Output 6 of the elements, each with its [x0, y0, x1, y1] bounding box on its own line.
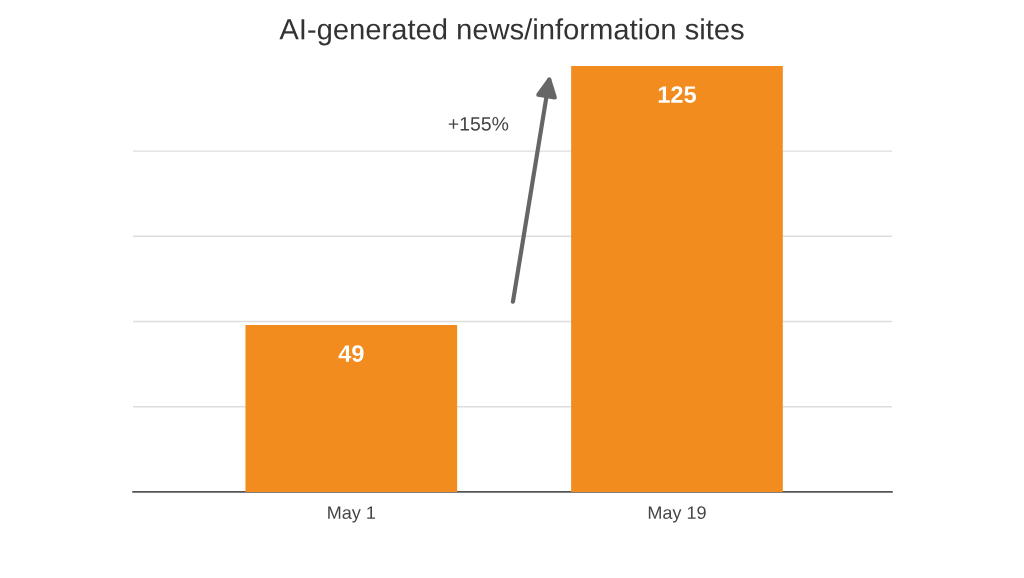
chart-title: AI-generated news/information sites	[279, 18, 744, 46]
data-label: 49	[338, 345, 364, 362]
x-tick-label: May 19	[648, 506, 706, 523]
data-label: 125	[658, 86, 697, 103]
annotation: +155%	[448, 117, 509, 131]
x-tick-label: May 1	[328, 506, 376, 523]
